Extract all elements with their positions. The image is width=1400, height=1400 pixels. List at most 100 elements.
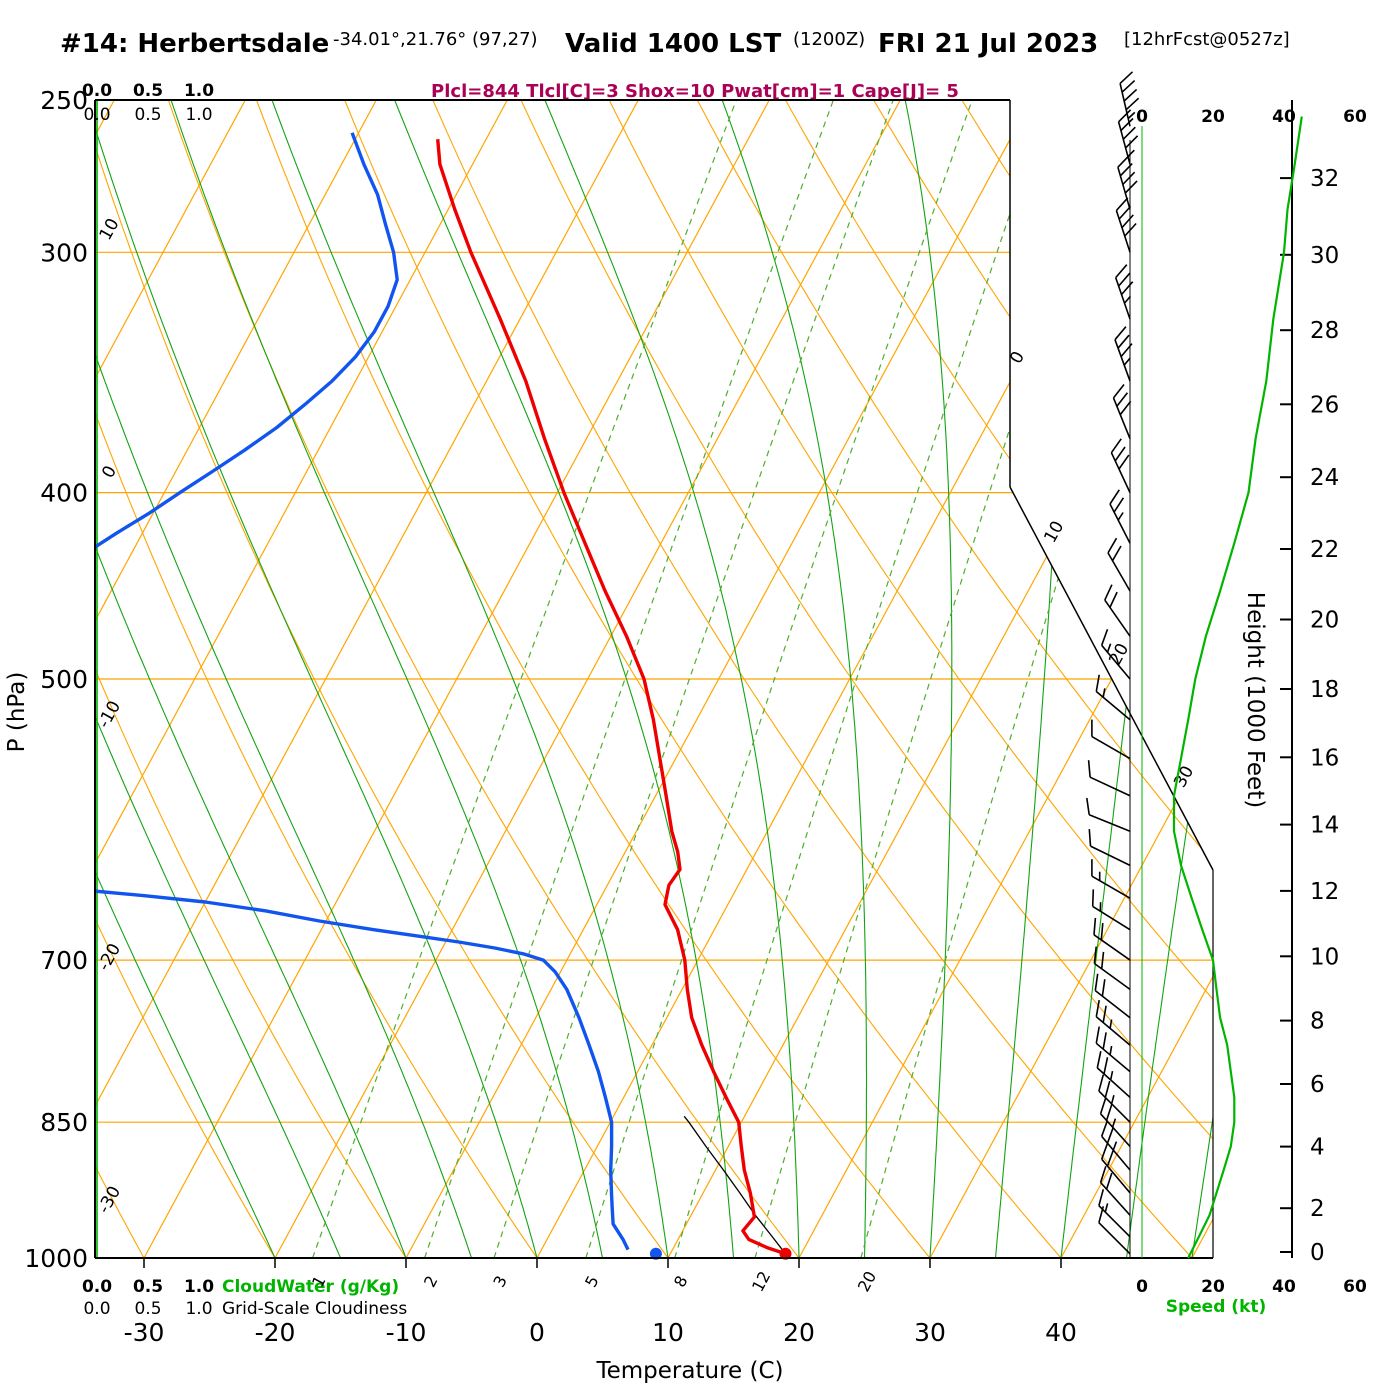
mixing-ratio-line — [585, 100, 973, 1258]
speed-tick-label-bottom: 0 — [1136, 1277, 1148, 1297]
temperature-curve — [436, 139, 787, 1256]
surface-dewpoint-dot — [649, 1247, 662, 1260]
cloudiness-scale-top: 1.0 — [185, 105, 212, 125]
height-tick-label: 28 — [1310, 318, 1339, 344]
height-tick-label: 8 — [1310, 1009, 1325, 1035]
isotherm-line — [1191, 100, 1213, 1258]
temperature-tick-label: 0 — [529, 1318, 545, 1347]
moist-adiabat-line — [271, 100, 669, 1258]
isotherm-line — [929, 100, 1213, 1258]
moist-adiabat-line — [95, 100, 473, 1258]
cloudiness-scale-bottom: 0.0 — [83, 1299, 110, 1319]
cloudiness-scale-bottom: 1.0 — [185, 1299, 212, 1319]
height-tick-label: 0 — [1310, 1240, 1325, 1266]
cloudwater-scale-top: 0.0 — [82, 81, 112, 101]
speed-tick-label-top: 0 — [1136, 107, 1148, 127]
wind-barb — [1100, 629, 1131, 680]
cloudiness-scale-top: 0.0 — [83, 105, 110, 125]
valid-date: FRI 21 Jul 2023 — [878, 29, 1098, 59]
wind-barb — [1117, 154, 1138, 210]
wind-barb — [1093, 917, 1131, 961]
height-tick-label: 20 — [1310, 608, 1339, 634]
dry-adiabat-line — [95, 100, 407, 1258]
cloudiness-scale-top: 0.5 — [134, 105, 161, 125]
parcel-ascent-line — [683, 1115, 787, 1255]
wind-barb — [1096, 1051, 1131, 1098]
pressure-tick-label: 400 — [40, 479, 88, 508]
temperature-tick-label: -30 — [124, 1318, 165, 1347]
height-tick-label: 18 — [1310, 677, 1339, 703]
moist-adiabat-line — [904, 100, 953, 1258]
isotherm-label-left: -30 — [94, 1183, 125, 1217]
wind-barb — [1100, 1142, 1131, 1194]
speed-tick-label-top: 60 — [1343, 107, 1367, 127]
mixing-ratio-label: 20 — [854, 1268, 880, 1295]
height-tick-label: 4 — [1310, 1135, 1325, 1161]
height-tick-label: 22 — [1310, 537, 1339, 563]
wind-barb — [1095, 1026, 1131, 1073]
wind-barb — [1088, 829, 1131, 867]
isotherm-label-right: 10 — [1040, 518, 1068, 547]
isotherm-line — [95, 100, 377, 1258]
wind-barb — [1110, 438, 1131, 493]
valid-time: Valid 1400 LST — [565, 29, 781, 59]
mixing-ratio-label: 2 — [420, 1272, 442, 1290]
cloudwater-label: CloudWater (g/Kg) — [222, 1277, 399, 1297]
wind-barb — [1114, 326, 1133, 382]
pressure-tick-label: 500 — [40, 665, 88, 694]
wind-barb — [1107, 537, 1131, 592]
dry-adiabat-line — [1137, 100, 1213, 1258]
wind-barb — [1095, 999, 1131, 1046]
height-tick-label: 10 — [1310, 944, 1339, 970]
cloudiness-label: Grid-Scale Cloudiness — [222, 1299, 407, 1319]
wind-barb — [1099, 1166, 1131, 1216]
station-coordinates: -34.01°,21.76° (97,27) — [333, 29, 538, 50]
moist-adiabat-line — [95, 100, 538, 1258]
wind-barb — [1104, 584, 1131, 637]
moist-adiabat-line — [95, 100, 342, 1258]
wind-barb — [1098, 1189, 1131, 1238]
isotherm-line — [95, 100, 639, 1258]
plot-border — [94, 99, 1214, 1259]
moist-adiabat-line — [1125, 100, 1213, 1258]
dry-adiabat-line — [95, 100, 538, 1258]
wind-barb — [1093, 946, 1131, 991]
pressure-tick-label: 850 — [40, 1108, 88, 1137]
isotherm-label-left: -20 — [94, 940, 125, 974]
mixing-ratio-line — [674, 100, 1049, 1258]
wind-barb — [1086, 797, 1131, 833]
wind-barb — [1091, 859, 1131, 899]
pressure-tick-label: 250 — [40, 86, 88, 115]
valid-utc: (1200Z) — [793, 29, 865, 50]
dry-adiabat-line — [344, 100, 1062, 1258]
speed-tick-label-top: 40 — [1272, 107, 1296, 127]
wind-barb — [1091, 719, 1131, 760]
moist-adiabat-line — [95, 100, 407, 1258]
wind-barb — [1098, 1206, 1131, 1255]
wind-barb — [1095, 674, 1131, 721]
isotherm-label-left: 0 — [98, 462, 121, 481]
cloudwater-scale-top: 0.5 — [133, 81, 163, 101]
cloudwater-scale-bottom: 0.5 — [133, 1277, 163, 1297]
cloudwater-scale-bottom: 0.0 — [82, 1277, 112, 1297]
dry-adiabat-line — [785, 100, 1213, 1258]
cloudwater-scale-bottom: 1.0 — [184, 1277, 214, 1297]
temperature-tick-label: 20 — [783, 1318, 815, 1347]
temperature-tick-label: 30 — [914, 1318, 946, 1347]
dry-adiabat-line — [432, 100, 1193, 1258]
sounding-indices: Plcl=844 Tlcl[C]=3 Shox=10 Pwat[cm]=1 Ca… — [431, 81, 959, 102]
height-tick-label: 32 — [1310, 166, 1339, 192]
mixing-ratio-label: 12 — [748, 1268, 774, 1295]
moist-adiabat-line — [544, 100, 800, 1258]
wind-barb — [1099, 1097, 1131, 1147]
temperature-tick-label: -20 — [255, 1318, 296, 1347]
wind-barb — [1091, 889, 1131, 931]
temperature-tick-label: 40 — [1045, 1318, 1077, 1347]
isotherm-line — [274, 100, 901, 1258]
wind-barb — [1119, 71, 1140, 127]
station-title: #14: Herbertsdale — [60, 29, 329, 59]
dry-adiabat-line — [255, 100, 931, 1258]
moist-adiabat-line — [1191, 100, 1213, 1258]
